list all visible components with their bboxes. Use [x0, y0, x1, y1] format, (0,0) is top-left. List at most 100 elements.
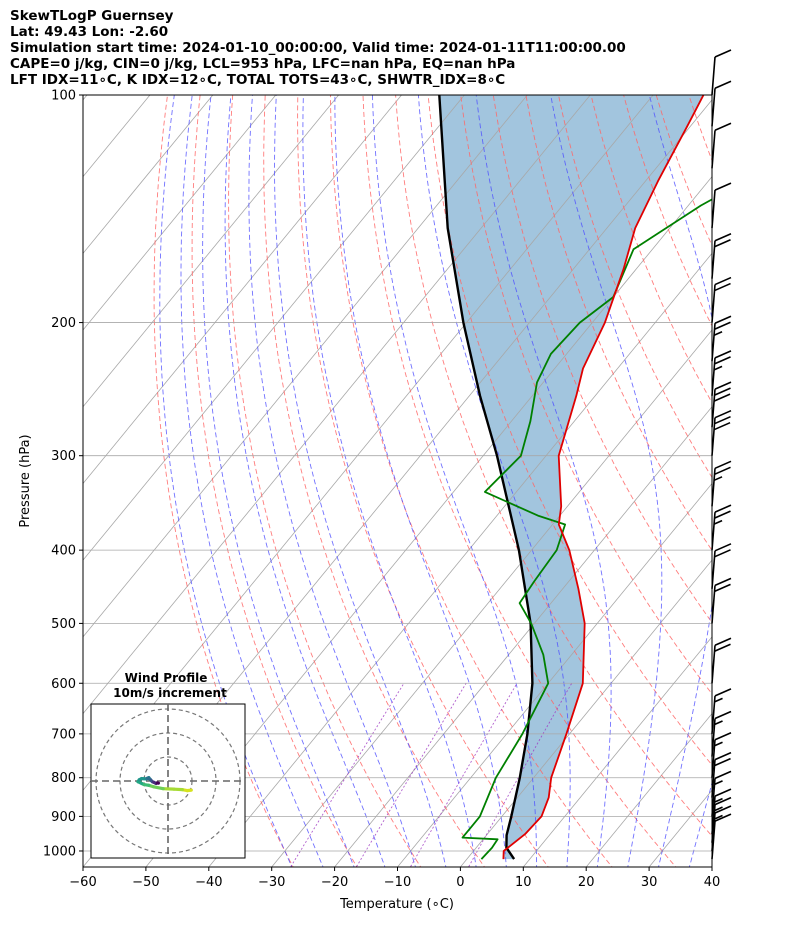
wind-barb-staff — [711, 417, 716, 456]
hodograph-title: Wind Profile — [125, 671, 208, 685]
moist-adiabat-line — [475, 95, 612, 867]
wind-barb-staff — [711, 389, 716, 428]
wind-barb — [711, 543, 732, 589]
wind-barb — [711, 232, 732, 279]
wind-barb-full — [714, 321, 731, 330]
wind-barb — [711, 577, 732, 624]
wind-barb-staff — [711, 585, 716, 624]
wind-barb-full — [714, 182, 732, 191]
wind-barb-full — [714, 796, 732, 806]
wind-barb — [711, 409, 732, 456]
wind-barb-full — [714, 504, 732, 513]
wind-barb-staff — [711, 130, 716, 169]
isotherm-line — [648, 789, 712, 867]
wind-barb — [711, 788, 732, 835]
wind-barb-staff — [711, 190, 716, 229]
isotherm-line — [711, 866, 712, 867]
x-tick-label: 0 — [456, 875, 464, 890]
wind-barb-full — [714, 805, 732, 814]
temperature-line — [502, 95, 705, 860]
isotherm-line — [83, 95, 403, 485]
x-tick-label: 10 — [515, 875, 532, 890]
y-tick-label: 200 — [51, 316, 76, 331]
wind-barb — [711, 122, 732, 169]
moist-adiabat-line — [334, 95, 507, 867]
hodograph-content — [91, 704, 245, 858]
wind-barb-full — [714, 788, 732, 797]
wind-barb-full — [714, 757, 731, 767]
wind-barb-full — [714, 770, 732, 780]
moist-adiabat-lines — [159, 95, 712, 867]
chart-title: SkewTLogP Guernsey — [10, 8, 174, 24]
x-tick-label: 20 — [578, 875, 595, 890]
hodograph-subtitle: 10m/s increment — [113, 686, 227, 700]
wind-barb-half — [713, 476, 723, 482]
wind-barb-full — [714, 381, 732, 390]
dry-adiabat-line — [427, 95, 712, 766]
wind-barb-staff — [711, 357, 716, 396]
dry-adiabat-line — [191, 95, 358, 867]
wind-barb-full — [714, 356, 731, 365]
wind-barb-full — [714, 637, 732, 647]
wind-barb-half — [714, 780, 723, 786]
mixing-ratio-line — [467, 683, 573, 867]
wind-barb — [711, 315, 732, 362]
wind-barb-full — [714, 315, 732, 324]
wind-barb-staff — [711, 695, 716, 734]
wind-barb-full — [714, 813, 732, 822]
wind-barb-full — [714, 643, 731, 653]
moist-adiabat-line — [224, 95, 386, 867]
wind-barb-half — [714, 806, 723, 812]
isotherm-line — [334, 406, 712, 867]
moist-adiabat-line — [202, 95, 355, 867]
mixing-ratio-lines — [290, 683, 573, 867]
wind-barb-full — [714, 460, 732, 470]
y-tick-label: 1000 — [43, 844, 76, 859]
dry-adiabat-line — [362, 95, 677, 867]
simulation-times: Simulation start time: 2024-01-10_00:00:… — [10, 40, 626, 56]
hodograph-trace-segment — [152, 785, 165, 791]
dry-adiabat-line — [655, 95, 712, 247]
wind-barb-staff — [711, 645, 716, 684]
wind-barb-full — [713, 421, 731, 431]
wind-barb-staff — [711, 284, 716, 323]
wind-barb-full — [713, 393, 731, 402]
wind-barb-full — [714, 232, 732, 242]
wind-barb — [711, 731, 732, 778]
wind-barb-full — [714, 577, 732, 587]
y-tick-label: 300 — [51, 449, 76, 464]
isotherm-line — [83, 95, 465, 561]
wind-barb — [711, 49, 732, 96]
wind-barb-staff — [711, 796, 716, 835]
isotherm-line — [83, 95, 591, 715]
dewpoint-line — [461, 198, 712, 860]
wind-barb — [711, 504, 732, 551]
dry-adiabat-line — [525, 95, 712, 552]
wind-barb-staff — [711, 512, 716, 551]
dry-adiabat-line — [228, 95, 422, 867]
wind-barb-full — [714, 549, 731, 558]
wind-barb-staff — [711, 56, 716, 96]
wind-barb-full — [714, 122, 732, 131]
wind-barb — [711, 460, 732, 507]
isotherm-line — [271, 329, 712, 867]
wind-barb-full — [714, 751, 732, 761]
x-axis-ticks: −60 −50 −40 −30 −20 −10 0 10 20 30 40 — [69, 867, 720, 890]
dry-adiabat-line — [748, 78, 794, 870]
pressure-grid-lines — [83, 95, 712, 852]
wind-barb-full — [714, 688, 732, 697]
dry-adiabat-line — [460, 95, 712, 695]
wind-barb-full — [714, 466, 731, 476]
stability-indices: LFT IDX=11∘C, K IDX=12∘C, TOTAL TOTS=43∘… — [10, 72, 506, 88]
wind-barb-full — [714, 409, 732, 419]
mixing-ratio-line — [355, 683, 467, 867]
convective-parameters: CAPE=0 j/kg, CIN=0 j/kg, LCL=953 hPa, LF… — [10, 56, 516, 72]
moist-adiabat-line — [550, 95, 663, 867]
wind-barb-half — [714, 720, 723, 726]
wind-barb-full — [714, 238, 731, 248]
profile-series — [438, 95, 712, 860]
x-tick-label: −30 — [258, 875, 285, 890]
wind-barb-half — [713, 331, 723, 336]
mixing-ratio-line — [409, 683, 518, 867]
